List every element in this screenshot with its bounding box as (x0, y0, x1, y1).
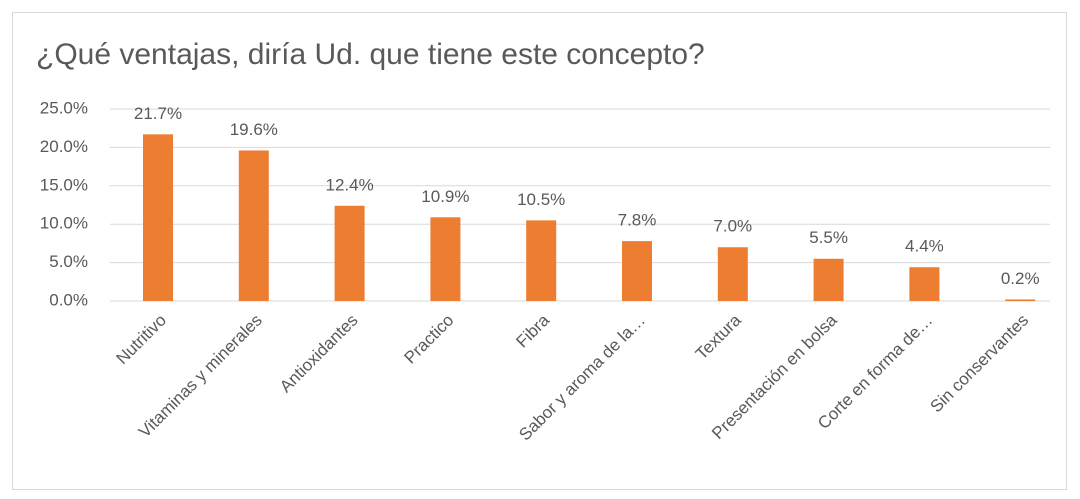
data-label: 5.5% (809, 228, 848, 247)
chart-title: ¿Qué ventajas, diría Ud. que tiene este … (36, 38, 705, 71)
data-label: 0.2% (1001, 269, 1040, 288)
data-label: 10.5% (517, 190, 565, 209)
y-tick-label: 25.0% (40, 98, 88, 117)
y-axis-labels: 0.0% 5.0% 10.0% 15.0% 20.0% 25.0% (40, 98, 88, 309)
bar (334, 205, 365, 301)
bar (1005, 299, 1036, 301)
data-label: 10.9% (421, 187, 469, 206)
bar (909, 267, 940, 301)
bar (143, 134, 173, 301)
data-label: 7.0% (713, 217, 752, 236)
y-tick-label: 5.0% (49, 252, 88, 271)
data-label: 21.7% (134, 104, 182, 123)
y-tick-label: 10.0% (40, 214, 88, 233)
bar (717, 247, 748, 301)
bar (526, 220, 557, 301)
bar (622, 241, 652, 301)
bar (238, 150, 269, 301)
y-tick-label: 0.0% (49, 290, 88, 309)
y-tick-label: 20.0% (40, 137, 88, 156)
data-label: 12.4% (325, 175, 373, 194)
y-tick-label: 15.0% (40, 175, 88, 194)
bar (430, 217, 461, 301)
data-label: 4.4% (905, 237, 944, 256)
data-label: 19.6% (230, 120, 278, 139)
bar (813, 258, 844, 301)
data-label: 7.8% (618, 211, 657, 230)
